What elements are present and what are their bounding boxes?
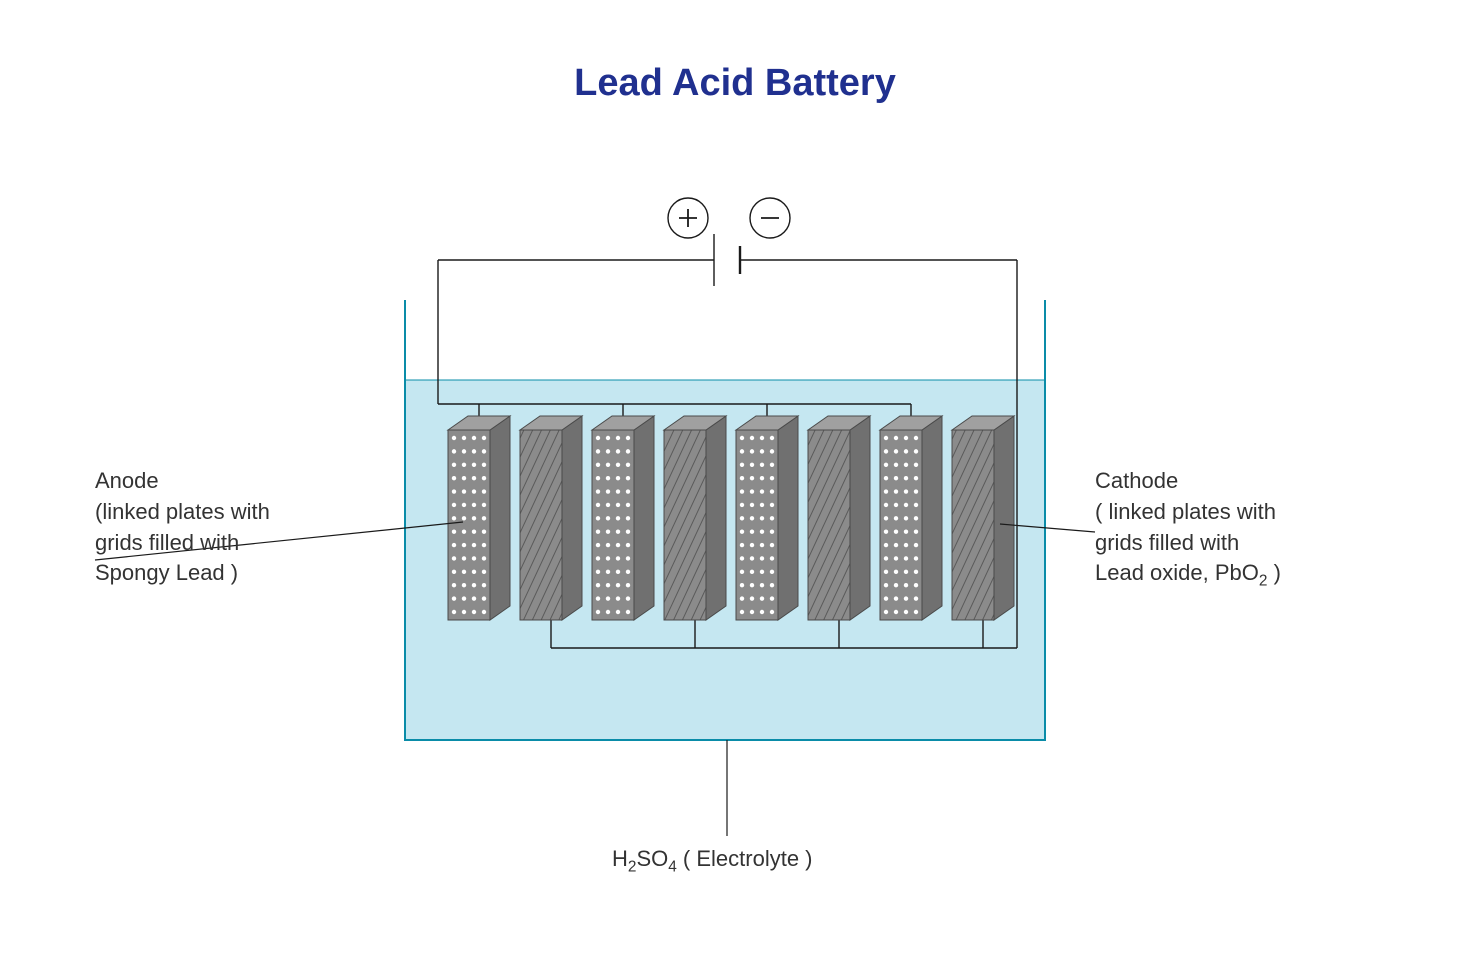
electrolyte-label: H2SO4 ( Electrolyte ) <box>612 844 813 878</box>
anode-label: Anode(linked plates withgrids filled wit… <box>95 466 270 589</box>
cathode-label: Cathode( linked plates withgrids filled … <box>1095 466 1281 592</box>
